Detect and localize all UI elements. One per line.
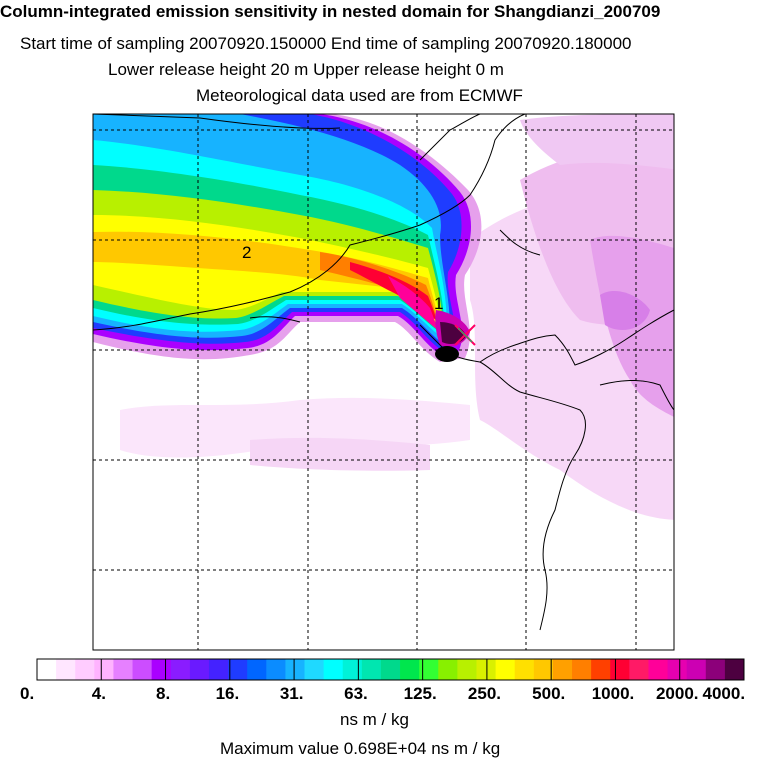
- map-border: [92, 113, 675, 651]
- colorbar-swatch: [189, 659, 210, 680]
- colorbar-swatch: [686, 659, 707, 680]
- station-x-icon: [454, 324, 476, 346]
- colorbar-tick-label: 16.: [215, 684, 240, 703]
- colorbar-tick-label: 500.: [532, 684, 566, 703]
- colorbar-swatch: [476, 659, 497, 680]
- colorbar-swatch: [552, 659, 573, 680]
- emission-plume: [93, 114, 482, 362]
- colorbar-swatch: [285, 659, 306, 680]
- colorbar-swatch: [132, 659, 153, 680]
- colorbar-swatch: [667, 659, 688, 680]
- colorbar-swatch: [629, 659, 649, 680]
- colorbar-tick-label: 4000.: [702, 684, 746, 703]
- met-data-line: Meteorological data used are from ECMWF: [196, 86, 523, 105]
- colorbar-units: ns m / kg: [340, 710, 409, 729]
- colorbar-tick-label: 0.: [20, 684, 35, 703]
- colorbar-swatch: [361, 659, 382, 680]
- colorbar-swatch: [591, 659, 611, 680]
- colorbar-swatch: [247, 659, 267, 680]
- release-location-marker: [435, 346, 459, 362]
- colorbar-swatch: [400, 659, 420, 680]
- colorbar-swatch: [533, 659, 554, 680]
- colorbar-tick-label: 125.: [403, 684, 437, 703]
- colorbar-swatch: [170, 659, 191, 680]
- colorbar-tick-label: 1000.: [591, 684, 635, 703]
- colorbar-swatch: [208, 659, 229, 680]
- colorbar-swatch: [724, 659, 745, 680]
- colorbar-swatch: [323, 659, 344, 680]
- colorbar: [37, 659, 745, 680]
- colorbar-swatch: [495, 659, 516, 680]
- colorbar-swatch: [342, 659, 363, 680]
- colorbar-swatch: [56, 659, 76, 680]
- colorbar-swatch: [37, 659, 57, 680]
- colorbar-tick-label: 31.: [279, 684, 304, 703]
- colorbar-swatch: [94, 659, 114, 680]
- colorbar-swatch: [438, 659, 458, 680]
- colorbar-swatch: [266, 659, 286, 680]
- point-label-2: 2: [242, 243, 251, 262]
- colorbar-swatch: [304, 659, 325, 680]
- colorbar-swatch: [228, 659, 248, 680]
- colorbar-tick-label: 4.: [91, 684, 106, 703]
- colorbar-tick-label: 2000.: [655, 684, 699, 703]
- plot-title: Column-integrated emission sensitivity i…: [0, 2, 661, 21]
- colorbar-swatch: [457, 659, 477, 680]
- colorbar-border: [36, 658, 745, 681]
- graticule: [93, 114, 674, 650]
- colorbar-swatch: [610, 659, 630, 680]
- maximum-value: Maximum value 0.698E+04 ns m / kg: [220, 739, 501, 758]
- release-height-line: Lower release height 20 m Upper release …: [108, 60, 504, 79]
- colorbar-swatch: [419, 659, 439, 680]
- colorbar-swatch: [380, 659, 401, 680]
- colorbar-swatch: [75, 659, 95, 680]
- colorbar-swatch: [705, 659, 726, 680]
- colorbar-tick-label: 8.: [156, 684, 171, 703]
- colorbar-tick-label: 63.: [344, 684, 368, 703]
- colorbar-swatch: [572, 659, 592, 680]
- colorbar-swatch: [514, 659, 535, 680]
- diffuse-sensitivity-south: [120, 397, 470, 471]
- sampling-time-line: Start time of sampling 20070920.150000 E…: [20, 34, 632, 53]
- point-label-1: 1: [434, 294, 443, 313]
- colorbar-swatch: [113, 659, 134, 680]
- colorbar-swatch: [648, 659, 669, 680]
- colorbar-swatch: [151, 659, 172, 680]
- colorbar-tick-label: 250.: [467, 684, 501, 703]
